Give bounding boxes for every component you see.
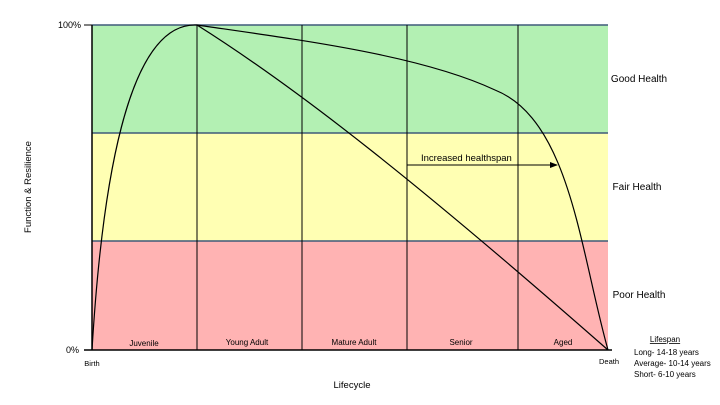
- x-axis-title: Lifecycle: [334, 380, 371, 391]
- y-top-label: 100%: [58, 20, 81, 30]
- stage-label-juvenile: Juvenile: [129, 339, 159, 348]
- poor-health-label: Poor Health: [613, 290, 666, 301]
- stage-label-mature-adult: Mature Adult: [332, 338, 378, 347]
- death-label: Death: [599, 357, 619, 366]
- lifespan-long: Long- 14-18 years: [634, 348, 699, 357]
- good-health-zone: [92, 25, 608, 133]
- birth-label: Birth: [84, 359, 99, 368]
- fair-health-label: Fair Health: [613, 182, 662, 193]
- good-health-label: Good Health: [611, 74, 667, 85]
- stage-label-aged: Aged: [554, 338, 573, 347]
- lifespan-title: Lifespan: [650, 335, 680, 344]
- stage-label-young-adult: Young Adult: [226, 338, 269, 347]
- y-axis-title: Function & Resilience: [23, 141, 34, 233]
- stage-label-senior: Senior: [449, 338, 472, 347]
- extended-healthspan-curve: [91, 24, 609, 351]
- poor-health-zone: [92, 241, 608, 350]
- y-bottom-label: 0%: [66, 345, 79, 355]
- lifespan-average: Average- 10-14 years: [634, 359, 711, 368]
- lifespan-short: Short- 6-10 years: [634, 370, 696, 379]
- normal-aging-curve: [196, 24, 609, 351]
- fair-health-zone: [92, 133, 608, 241]
- healthspan-annotation: Increased healthspan: [421, 153, 512, 164]
